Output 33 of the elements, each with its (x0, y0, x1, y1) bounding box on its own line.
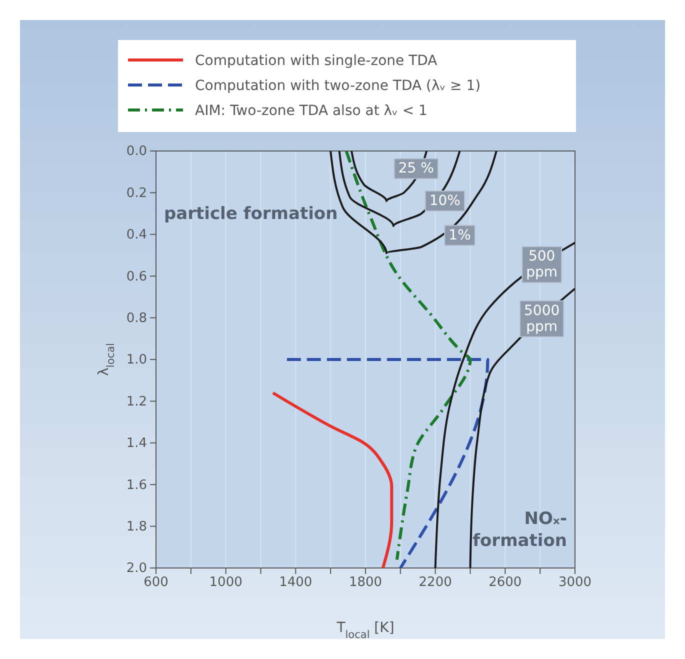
x-tick-label: 600 (144, 575, 168, 590)
x-tick-label: 1400 (279, 575, 312, 590)
annotation: 25 % (398, 160, 434, 177)
line-series (434, 242, 575, 568)
y-tick-label: 0.8 (126, 310, 147, 326)
y-tick-label: 0.0 (126, 144, 147, 160)
line-series (271, 391, 394, 568)
y-tick-label: 0.2 (126, 186, 147, 201)
x-tick-label: 1000 (209, 575, 242, 590)
y-tick-label: 2.0 (126, 561, 147, 576)
legend-label: Computation with single-zone TDA (195, 53, 438, 69)
annotation: NOₓ-formation (472, 509, 567, 551)
annotation: 5000 ppm (524, 302, 560, 335)
y-tick-label: 1.8 (126, 519, 147, 534)
y-tick-label: 1.2 (126, 394, 147, 410)
legend-label: Computation with two-zone TDA (λᵥ ≥ 1) (195, 78, 481, 94)
x-tick-label: 3000 (558, 575, 592, 590)
annotation: 500 ppm (526, 248, 558, 281)
y-tick-label: 0.4 (126, 228, 147, 243)
y-tick-label: 1.4 (126, 436, 147, 452)
y-tick-label: 1.0 (126, 352, 147, 368)
x-tick-label: 2600 (488, 575, 522, 590)
y-tick-label: 0.6 (126, 269, 147, 284)
annotation: 1% (448, 227, 471, 244)
annotation: particle formation (164, 204, 338, 224)
line-series (344, 151, 472, 562)
line-series (338, 151, 461, 228)
y-tick-label: 1.6 (126, 478, 147, 493)
legend-label: AIM: Two-zone TDA also at λᵥ < 1 (195, 103, 428, 119)
x-tick-label: 2200 (418, 575, 452, 590)
x-tick-label: 1800 (348, 575, 382, 590)
annotation: 10% (429, 192, 460, 209)
x-axis-title: T$_{local}$ [K] (336, 620, 394, 641)
